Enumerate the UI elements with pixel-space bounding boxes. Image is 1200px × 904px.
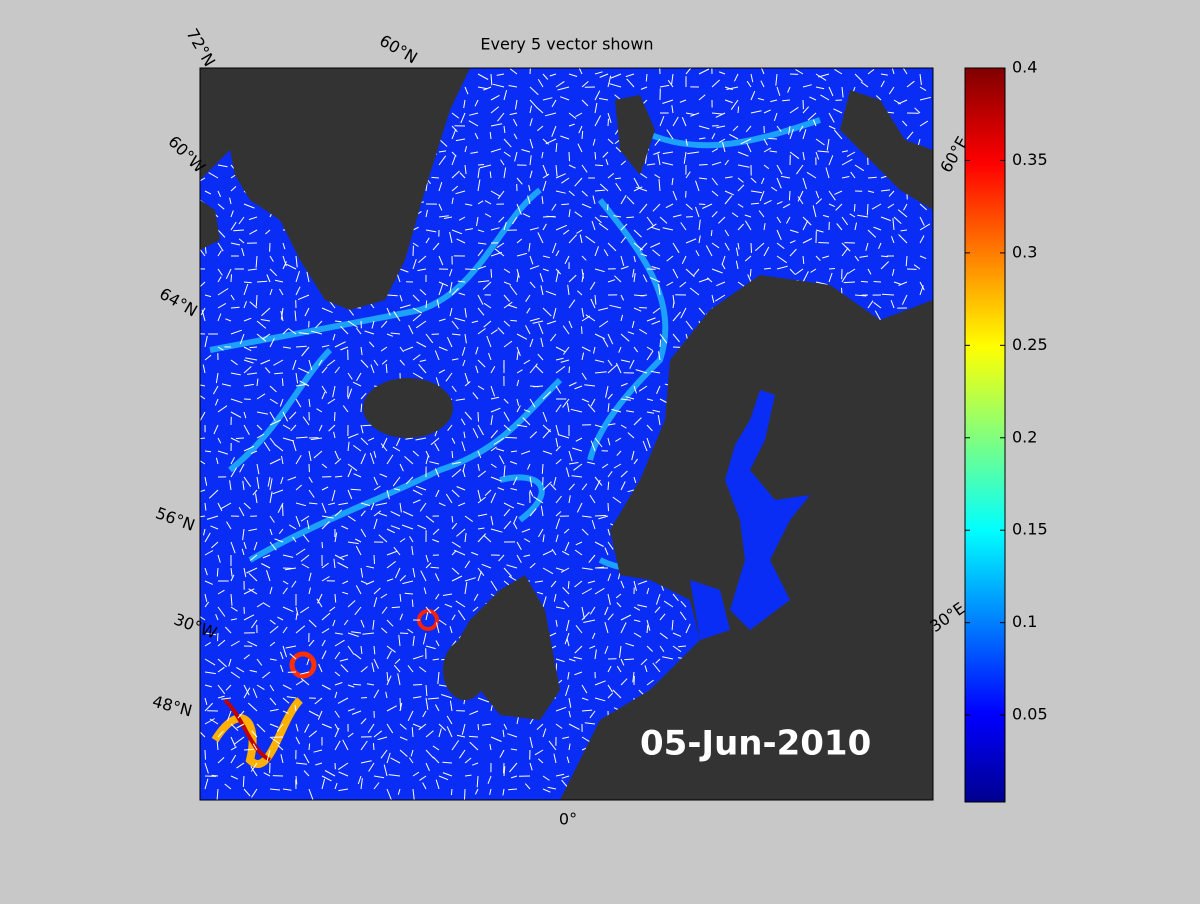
map-area xyxy=(200,68,933,800)
graticule-label: 64°N xyxy=(156,284,200,321)
colorbar-tick-label: 0.3 xyxy=(1012,242,1037,261)
map-title: Every 5 vector shown xyxy=(480,35,653,54)
date-label: 05-Jun-2010 xyxy=(640,724,871,764)
graticule-label: 0° xyxy=(559,810,577,829)
graticule-label: 48°N xyxy=(150,692,194,721)
map-frame xyxy=(199,67,934,801)
graticule-label: 60°N xyxy=(376,31,420,68)
colorbar-ticks: 0.05 0.1 0.15 0.2 0.25 0.3 0.35 0.4 xyxy=(965,58,1048,724)
graticule-label: 56°N xyxy=(153,503,197,535)
colorbar-tick-label: 0.1 xyxy=(1012,612,1037,631)
colorbar-tick-label: 0.15 xyxy=(1012,520,1048,539)
graticule-label: 72°N xyxy=(183,25,220,69)
colorbar xyxy=(964,67,1006,803)
colorbar-tick-label: 0.25 xyxy=(1012,335,1048,354)
colorbar-tick-label: 0.05 xyxy=(1012,705,1048,724)
colorbar-tick-label: 0.2 xyxy=(1012,427,1037,446)
colorbar-tick-label: 0.35 xyxy=(1012,150,1048,169)
colorbar-tick-label: 0.4 xyxy=(1012,58,1037,77)
land xyxy=(200,68,933,800)
